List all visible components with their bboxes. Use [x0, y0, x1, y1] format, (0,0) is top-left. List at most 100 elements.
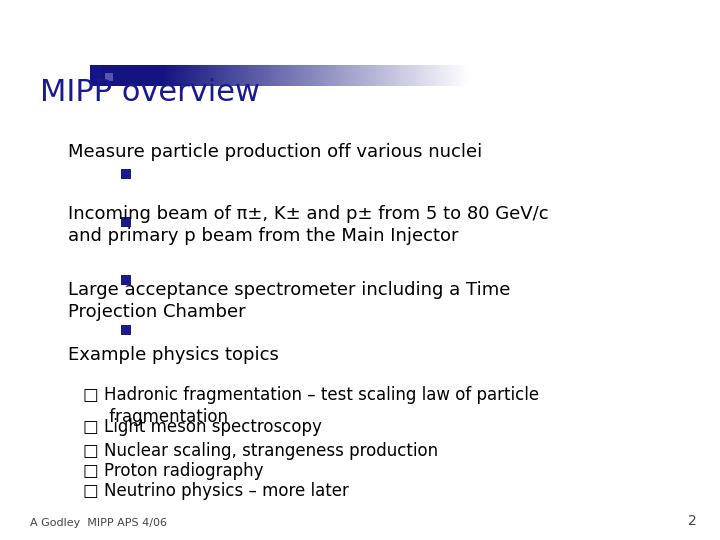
Bar [186, 65, 188, 86]
Bar [517, 65, 518, 86]
Bar [115, 65, 117, 86]
Bar [546, 65, 547, 86]
Bar [456, 65, 457, 86]
Bar [605, 65, 606, 86]
Bar [471, 65, 472, 86]
Bar [483, 65, 485, 86]
Bar [608, 65, 609, 86]
Bar [161, 65, 163, 86]
Bar [319, 65, 320, 86]
Bar [169, 65, 171, 86]
Bar [181, 65, 182, 86]
Bar [118, 65, 120, 86]
Bar [197, 65, 199, 86]
Bar [590, 65, 591, 86]
Bar [623, 65, 624, 86]
Bar [372, 65, 373, 86]
Bar [230, 65, 231, 86]
Bar [374, 65, 376, 86]
Bar [564, 65, 566, 86]
Bar [570, 65, 571, 86]
Bar [362, 65, 364, 86]
Bar [459, 65, 461, 86]
Bar [140, 65, 142, 86]
Bar [160, 65, 161, 86]
Bar [626, 65, 627, 86]
Bar [563, 65, 564, 86]
Bar [474, 65, 475, 86]
Bar [518, 65, 520, 86]
Bar [104, 73, 112, 81]
Bar [453, 65, 454, 86]
Bar [588, 65, 590, 86]
Bar [532, 65, 534, 86]
Bar [631, 65, 633, 86]
Bar [93, 65, 94, 86]
Bar [276, 65, 277, 86]
Bar [383, 65, 384, 86]
Bar [221, 65, 222, 86]
Bar [400, 65, 401, 86]
Bar [526, 65, 528, 86]
Bar [309, 65, 310, 86]
Bar [130, 65, 132, 86]
Bar [126, 65, 127, 86]
Bar [587, 65, 588, 86]
Bar [402, 65, 404, 86]
Text: □ Neutrino physics – more later: □ Neutrino physics – more later [83, 482, 348, 500]
Bar [535, 65, 536, 86]
Bar [359, 65, 361, 86]
Bar [129, 65, 130, 86]
Bar [465, 65, 467, 86]
Bar [492, 65, 493, 86]
Bar [645, 65, 647, 86]
Bar [480, 65, 481, 86]
Bar [218, 65, 220, 86]
Bar [132, 65, 133, 86]
Bar [267, 65, 269, 86]
Bar [420, 65, 422, 86]
Bar [438, 65, 440, 86]
Bar [343, 65, 344, 86]
Bar [156, 65, 157, 86]
Bar [91, 65, 93, 86]
Bar [333, 65, 334, 86]
Bar [168, 65, 169, 86]
Bar [277, 65, 279, 86]
Bar [122, 65, 124, 86]
Bar [295, 65, 297, 86]
Bar [320, 65, 322, 86]
Bar [638, 65, 639, 86]
Bar [486, 65, 487, 86]
Bar [577, 65, 578, 86]
Bar [379, 65, 380, 86]
Text: Large acceptance spectrometer including a Time
Projection Chamber: Large acceptance spectrometer including … [68, 281, 510, 321]
Bar [252, 65, 253, 86]
Bar [534, 65, 535, 86]
Bar [224, 65, 225, 86]
Bar [143, 65, 145, 86]
Bar [585, 65, 587, 86]
Bar [220, 65, 221, 86]
Bar [407, 65, 408, 86]
Bar [289, 65, 291, 86]
Bar [260, 65, 261, 86]
Bar [413, 65, 415, 86]
Bar [523, 65, 524, 86]
Bar [354, 65, 355, 86]
Bar [172, 65, 174, 86]
Bar [520, 65, 521, 86]
Bar [280, 65, 281, 86]
Bar [549, 65, 550, 86]
Bar [240, 65, 242, 86]
Bar [529, 65, 531, 86]
Bar [444, 65, 446, 86]
Bar [490, 65, 492, 86]
Bar [595, 65, 596, 86]
Bar [207, 65, 209, 86]
Bar [184, 65, 185, 86]
Bar [97, 65, 99, 86]
Bar [485, 65, 486, 86]
Bar [255, 65, 256, 86]
Bar [617, 65, 618, 86]
